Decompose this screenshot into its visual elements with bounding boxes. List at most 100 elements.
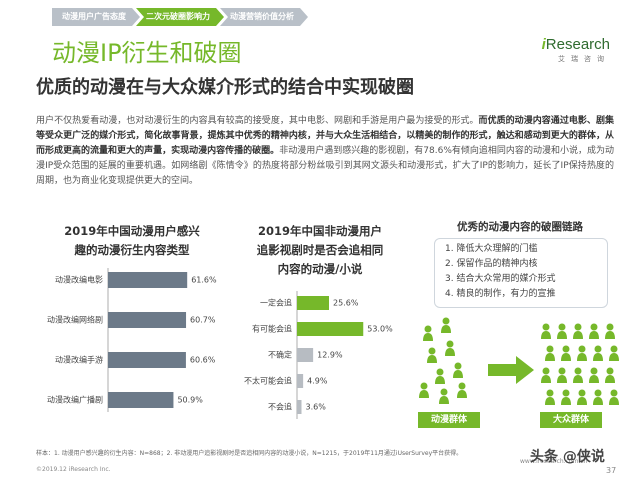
chart2-category-label: 不确定 bbox=[268, 350, 292, 360]
body-paragraph: 用户不仅热爱看动漫，也对动漫衍生的内容具有较高的接受度，其中电影、网剧和手游是用… bbox=[36, 114, 614, 189]
logo-brand: Research bbox=[545, 36, 610, 53]
acg-group-label: 动漫群体 bbox=[418, 412, 480, 428]
chart1-bar bbox=[108, 272, 188, 288]
acg-person-icon-body bbox=[457, 390, 467, 398]
mass-person-icon-head bbox=[558, 367, 566, 375]
mass-person-icon-body bbox=[577, 397, 587, 405]
chart2-bar bbox=[297, 322, 364, 336]
chart2-value-label: 4.9% bbox=[307, 377, 328, 386]
chart2-category-label: 不太可能会追 bbox=[244, 376, 292, 386]
copyright: ©2019.12 iResearch Inc. bbox=[36, 466, 111, 473]
mass-person-icon-body bbox=[593, 353, 603, 361]
arrow-head bbox=[516, 356, 534, 384]
mass-person-icon-body bbox=[545, 353, 555, 361]
breakout-step-1: 1. 降低大众理解的门槛 bbox=[445, 244, 538, 254]
mass-person-icon-head bbox=[594, 389, 602, 397]
mass-person-icon-head bbox=[562, 345, 570, 353]
chart2-value-label: 12.9% bbox=[317, 351, 343, 360]
breakout-step-3: 3. 结合大众常用的媒介形式 bbox=[445, 274, 556, 284]
acg-person-icon-body bbox=[423, 333, 433, 341]
logo-sub: 艾瑞咨询 bbox=[558, 55, 610, 63]
mass-group-label: 大众群体 bbox=[540, 412, 602, 428]
chart2-value-label: 25.6% bbox=[333, 299, 359, 308]
acg-person-icon-body bbox=[441, 325, 451, 333]
acg-person-icon-body bbox=[445, 348, 455, 356]
mass-person-icon-body bbox=[605, 375, 615, 383]
breadcrumb: 动漫用户广告态度 二次元破圈影响力 动漫营销价值分析 bbox=[52, 8, 304, 26]
mass-person-icon-body bbox=[541, 375, 551, 383]
chart2-bar bbox=[297, 400, 302, 414]
mass-person-icon-body bbox=[573, 375, 583, 383]
mass-person-icon-body bbox=[593, 397, 603, 405]
mass-person-icon-body bbox=[561, 353, 571, 361]
website-link[interactable]: www.iresearch.com.cn bbox=[520, 458, 588, 465]
mass-person-icon-body bbox=[557, 331, 567, 339]
tab-ad-attitude[interactable]: 动漫用户广告态度 bbox=[52, 8, 140, 26]
mass-person-icon-body bbox=[609, 397, 619, 405]
acg-person-icon-head bbox=[446, 340, 454, 348]
mass-person-icon-head bbox=[546, 345, 554, 353]
paragraph-part-1: 用户不仅热爱看动漫，也对动漫衍生的内容具有较高的接受度，其中电影、网剧和手游是用… bbox=[36, 116, 479, 126]
mass-person-icon-head bbox=[590, 323, 598, 331]
chart2-category-label: 不会追 bbox=[268, 402, 292, 412]
chart1-value-label: 60.6% bbox=[190, 356, 216, 365]
chart2-value-label: 3.6% bbox=[306, 403, 327, 412]
mass-person-icon-head bbox=[610, 345, 618, 353]
chart1-title-line-1: 2019年中国动漫用户感兴 bbox=[64, 224, 200, 238]
acg-person-icon-body bbox=[453, 370, 463, 378]
mass-person-icon-body bbox=[589, 375, 599, 383]
chart2-bar bbox=[297, 348, 314, 362]
acg-person-icon-head bbox=[440, 388, 448, 396]
acg-person-icon-head bbox=[436, 368, 444, 376]
mass-person-icon-head bbox=[542, 323, 550, 331]
chart1-category-label: 动漫改编广播剧 bbox=[47, 395, 103, 405]
mass-person-icon-body bbox=[541, 331, 551, 339]
mass-person-icon-body bbox=[609, 353, 619, 361]
acg-person-icon-head bbox=[424, 325, 432, 333]
chart1-category-label: 动漫改编电影 bbox=[55, 275, 103, 285]
paragraph-part-3: 非动漫用户遇到感兴趣的影视剧，有78.6%有倾向追相同内容的动漫和小说，成为动漫… bbox=[36, 146, 614, 186]
breakout-steps-box: 1. 降低大众理解的门槛 2. 保留作品的精神内核 3. 结合大众常用的媒介形式… bbox=[434, 238, 608, 308]
breakout-step-2: 2. 保留作品的精神内核 bbox=[445, 259, 538, 269]
chart1-value-label: 60.7% bbox=[190, 316, 216, 325]
tab-marketing-value[interactable]: 动漫营销价值分析 bbox=[220, 8, 308, 26]
logo-i: i bbox=[541, 36, 546, 53]
mass-person-icon-head bbox=[594, 345, 602, 353]
mass-person-icon-head bbox=[578, 345, 586, 353]
mass-person-icon-body bbox=[545, 397, 555, 405]
page-title: 动漫IP衍生和破圈 bbox=[52, 39, 242, 67]
acg-person-icon-body bbox=[439, 396, 449, 404]
tab-acg-influence[interactable]: 二次元破圈影响力 bbox=[136, 8, 224, 26]
mass-person-icon-body bbox=[557, 375, 567, 383]
chart2-bar bbox=[297, 296, 329, 310]
chart2-bar bbox=[297, 374, 304, 388]
acg-person-icon-body bbox=[435, 376, 445, 384]
mass-person-icon-head bbox=[590, 367, 598, 375]
arrow-shaft bbox=[488, 364, 516, 376]
mass-person-icon-body bbox=[573, 331, 583, 339]
mass-person-icon-head bbox=[542, 367, 550, 375]
watermark: 头条 @侠说 bbox=[530, 449, 605, 465]
mass-person-icon-head bbox=[610, 389, 618, 397]
chart1-value-label: 61.6% bbox=[191, 276, 217, 285]
mass-person-icon-body bbox=[605, 331, 615, 339]
acg-person-icon-head bbox=[458, 382, 466, 390]
chart2-title-line-1: 2019年中国非动漫用户 bbox=[257, 224, 382, 238]
mass-person-icon-body bbox=[561, 397, 571, 405]
chart1-value-label: 50.9% bbox=[177, 396, 203, 405]
mass-person-icon-head bbox=[606, 323, 614, 331]
chart2-category-label: 一定会追 bbox=[260, 298, 292, 308]
acg-person-icon-head bbox=[454, 362, 462, 370]
page-number: 37 bbox=[606, 466, 617, 475]
chart2-title-line-2: 追影视剧时是否会追相同 bbox=[256, 243, 384, 257]
chart2-title: 2019年中国非动漫用户 追影视剧时是否会追相同 内容的动漫/小说 bbox=[240, 222, 400, 279]
diagram-title: 优秀的动漫内容的破圈链路 bbox=[457, 221, 583, 233]
acg-person-icon-body bbox=[427, 355, 437, 363]
acg-person-icon-head bbox=[420, 382, 428, 390]
page-subtitle: 优质的动漫在与大众媒介形式的结合中实现破圈 bbox=[36, 77, 414, 98]
mass-person-icon-head bbox=[606, 367, 614, 375]
chart2-category-label: 有可能会追 bbox=[252, 324, 292, 334]
mass-person-icon-head bbox=[578, 389, 586, 397]
mass-person-icon-head bbox=[562, 389, 570, 397]
